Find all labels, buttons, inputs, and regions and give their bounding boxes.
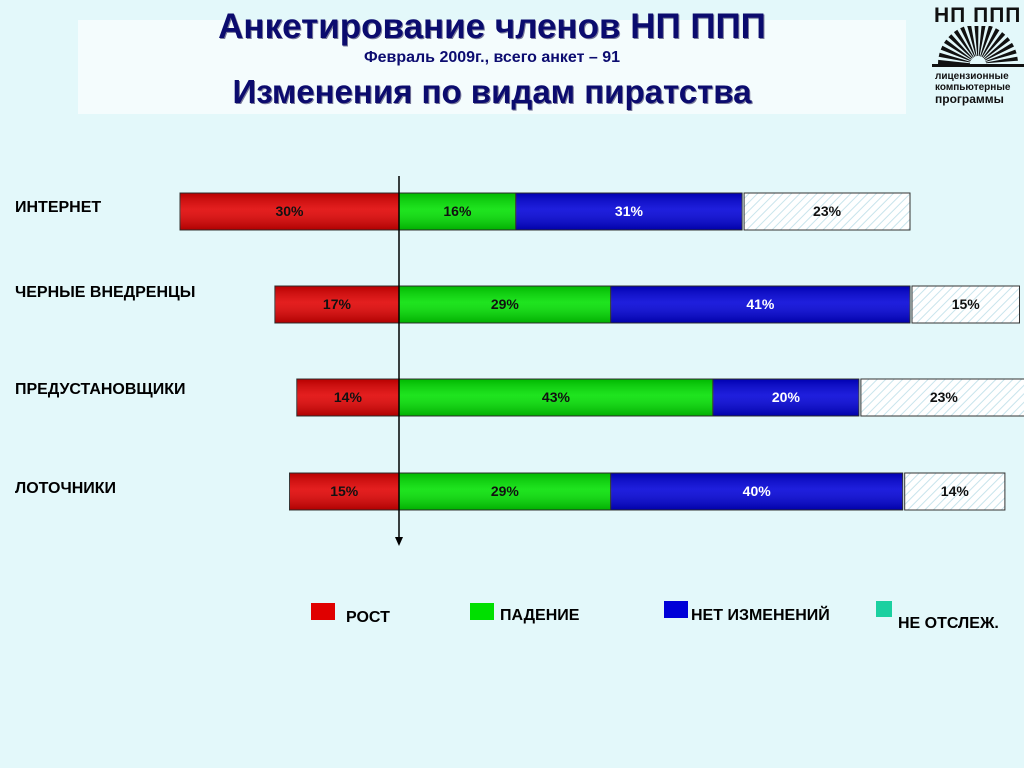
data-label: 20% <box>772 389 801 405</box>
logo-ray <box>967 26 977 57</box>
data-label: 23% <box>813 203 842 219</box>
logo-ray <box>938 52 971 63</box>
logo-ray <box>982 32 1006 59</box>
data-label: 17% <box>323 296 352 312</box>
bar-shade <box>274 286 399 323</box>
row-label: ПРЕДУСТАНОВЩИКИ <box>15 381 186 398</box>
bar-shade <box>712 379 859 416</box>
data-label: 40% <box>743 483 772 499</box>
baseline-arrow-icon <box>395 537 403 546</box>
legend-label-not-tracked: НЕ ОТСЛЕЖ. <box>898 615 999 632</box>
page-subtitle: Февраль 2009г., всего анкет – 91 <box>363 49 621 66</box>
row-label: ЧЕРНЫЕ ВНЕДРЕНЦЫ <box>15 284 195 301</box>
logo-ray <box>983 37 1011 60</box>
data-label: 29% <box>491 296 520 312</box>
legend-swatch-not-tracked <box>876 601 892 617</box>
logo-ray <box>940 45 971 62</box>
logo-ray <box>948 34 973 59</box>
logo-sub-line-3: программы <box>935 92 1004 106</box>
data-label: 15% <box>952 296 981 312</box>
chart-title: Изменения по видам пиратства <box>232 73 752 110</box>
bar-shade <box>610 286 910 323</box>
logo-ray <box>974 26 979 56</box>
bar-shade <box>289 473 399 510</box>
logo-top-text: НП ППП <box>934 4 1022 27</box>
logo-ray <box>960 26 976 57</box>
data-label: 23% <box>930 389 959 405</box>
bar-shade <box>296 379 399 416</box>
data-label: 14% <box>334 389 363 405</box>
data-label: 31% <box>615 203 644 219</box>
data-label: 30% <box>275 203 304 219</box>
logo-ray <box>953 29 974 58</box>
legend-label-decline: ПАДЕНИЕ <box>500 607 580 624</box>
logo-ray <box>980 26 993 57</box>
logo-ray <box>981 28 1000 58</box>
logo-ray <box>984 42 1014 61</box>
logo-ray <box>938 59 970 64</box>
data-label: 14% <box>941 483 970 499</box>
bar-shade <box>610 473 903 510</box>
logo-ray <box>985 49 1017 62</box>
legend-swatch-no-change <box>664 601 688 618</box>
data-label: 41% <box>746 296 775 312</box>
bar-shade <box>515 193 743 230</box>
title-panel: Анкетирование членов НП ППП Февраль 2009… <box>78 7 906 114</box>
bar-shade <box>399 193 516 230</box>
data-label: 29% <box>491 483 520 499</box>
sunburst-icon <box>932 26 1024 67</box>
logo-sub-line-1: лицензионные <box>935 71 1009 82</box>
bar-shade <box>399 286 611 323</box>
bar-shade <box>399 379 713 416</box>
bar-segment-not-tracked <box>743 192 911 231</box>
legend-swatch-decline <box>470 603 494 620</box>
bar-segment-not-tracked <box>860 378 1024 417</box>
data-label: 15% <box>330 483 359 499</box>
logo-sub-line-2: компьютерные <box>935 82 1011 93</box>
bar-shade <box>180 193 399 230</box>
logo-ray <box>978 26 986 57</box>
bar-segment-not-tracked <box>904 472 1006 511</box>
logo-ray <box>985 56 1018 64</box>
page-title: Анкетирование членов НП ППП <box>218 7 766 46</box>
row-label: ЛОТОЧНИКИ <box>15 480 116 497</box>
data-label: 43% <box>542 389 571 405</box>
bar-segment-not-tracked <box>911 285 1020 324</box>
data-label: 16% <box>443 203 472 219</box>
row-label: ИНТЕРНЕТ <box>15 199 101 216</box>
legend-label-growth: РОСТ <box>346 609 390 626</box>
legend-label-no-change: НЕТ ИЗМЕНЕНИЙ <box>691 607 830 624</box>
np-ppp-logo: НП ППП лицензионные компьютерные програм… <box>932 0 1024 108</box>
bar-shade <box>399 473 611 510</box>
legend-swatch-growth <box>311 603 335 620</box>
logo-ray <box>944 39 972 60</box>
